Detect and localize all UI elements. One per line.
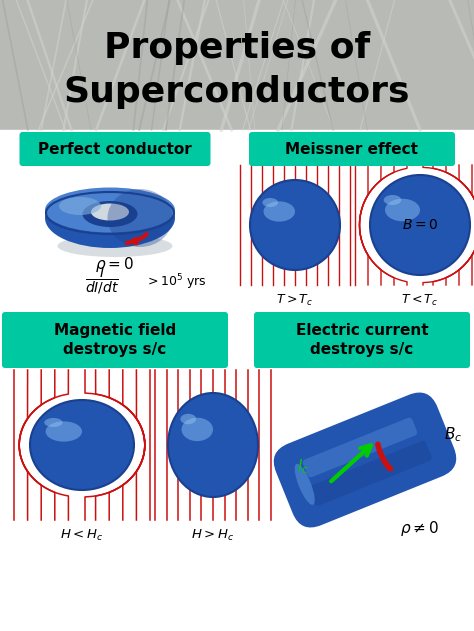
Text: Magnetic field
destroys s/c: Magnetic field destroys s/c	[54, 323, 176, 357]
Ellipse shape	[45, 187, 175, 232]
Text: $H < H_c$: $H < H_c$	[60, 528, 104, 543]
Text: $\rho = 0$: $\rho = 0$	[95, 256, 135, 274]
Ellipse shape	[57, 235, 173, 257]
Bar	[0, 0, 474, 130]
Text: Meissner effect: Meissner effect	[285, 141, 419, 156]
Ellipse shape	[45, 188, 175, 248]
Ellipse shape	[182, 418, 213, 441]
Ellipse shape	[82, 201, 137, 227]
FancyBboxPatch shape	[254, 312, 470, 368]
FancyBboxPatch shape	[249, 132, 455, 166]
FancyBboxPatch shape	[273, 392, 456, 528]
Text: $\dfrac{I}{dI/dt}$: $\dfrac{I}{dI/dt}$	[85, 266, 119, 296]
Text: Perfect conductor: Perfect conductor	[38, 141, 192, 156]
Ellipse shape	[264, 201, 295, 221]
Ellipse shape	[263, 198, 278, 207]
Ellipse shape	[250, 180, 340, 270]
Ellipse shape	[108, 189, 173, 247]
FancyBboxPatch shape	[2, 312, 228, 368]
Text: $H > H_c$: $H > H_c$	[191, 528, 235, 543]
Ellipse shape	[46, 422, 82, 442]
Ellipse shape	[181, 414, 196, 424]
Text: $> 10^5\ \mathrm{yrs}$: $> 10^5\ \mathrm{yrs}$	[145, 272, 207, 292]
Text: $\rho\neq 0$: $\rho\neq 0$	[401, 519, 439, 538]
Text: $B_c$: $B_c$	[444, 426, 462, 444]
Bar	[0, 130, 474, 631]
Text: $B = 0$: $B = 0$	[402, 218, 438, 232]
Ellipse shape	[295, 464, 315, 505]
FancyBboxPatch shape	[19, 132, 210, 166]
FancyBboxPatch shape	[303, 418, 417, 477]
Text: $T < T_c$: $T < T_c$	[401, 292, 438, 307]
FancyBboxPatch shape	[309, 440, 432, 506]
Ellipse shape	[384, 195, 401, 205]
Ellipse shape	[91, 204, 129, 220]
Text: Electric current
destroys s/c: Electric current destroys s/c	[296, 323, 428, 357]
Ellipse shape	[385, 199, 420, 221]
Text: Properties of: Properties of	[104, 31, 370, 65]
Ellipse shape	[30, 400, 134, 490]
Ellipse shape	[370, 175, 470, 275]
Text: $I_c$: $I_c$	[297, 457, 310, 476]
Ellipse shape	[59, 197, 101, 215]
Text: Superconductors: Superconductors	[64, 75, 410, 109]
Ellipse shape	[44, 418, 63, 427]
Text: $T > T_c$: $T > T_c$	[276, 292, 314, 307]
Ellipse shape	[168, 393, 258, 497]
